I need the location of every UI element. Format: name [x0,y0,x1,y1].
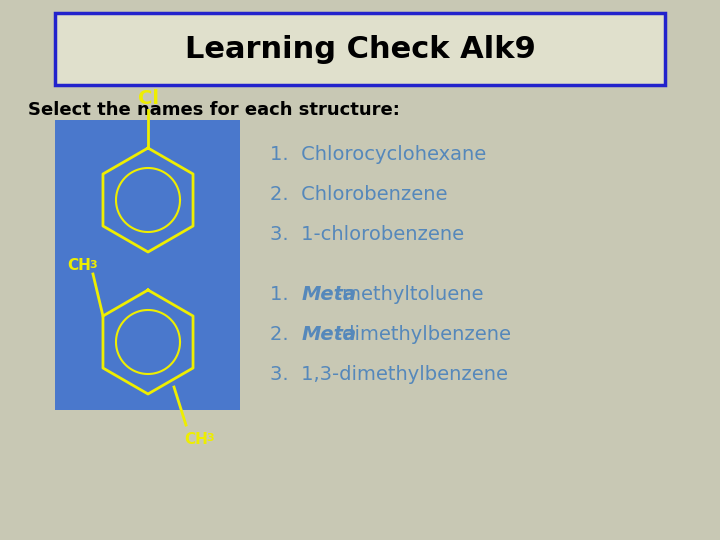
Text: 3.  1,3-dimethylbenzene: 3. 1,3-dimethylbenzene [270,366,508,384]
Text: 3.  1-chlorobenzene: 3. 1-chlorobenzene [270,226,464,245]
Text: 2.  Chlorobenzene: 2. Chlorobenzene [270,186,448,205]
Text: -methyltoluene: -methyltoluene [336,286,484,305]
Text: Select the names for each structure:: Select the names for each structure: [28,101,400,119]
Text: CH: CH [67,259,91,273]
Text: Meta: Meta [301,326,356,345]
Text: -dimethylbenzene: -dimethylbenzene [336,326,511,345]
Text: Cl: Cl [138,89,159,107]
Text: 1.: 1. [270,286,301,305]
Text: 2.: 2. [270,326,301,345]
Text: CH: CH [184,431,208,447]
Text: Meta: Meta [301,286,356,305]
Text: 3: 3 [206,433,214,443]
Text: Learning Check Alk9: Learning Check Alk9 [184,35,536,64]
Text: 1.  Chlorocyclohexane: 1. Chlorocyclohexane [270,145,486,165]
Bar [55,120,240,410]
FancyBboxPatch shape [55,13,665,85]
Text: 3: 3 [89,260,96,270]
